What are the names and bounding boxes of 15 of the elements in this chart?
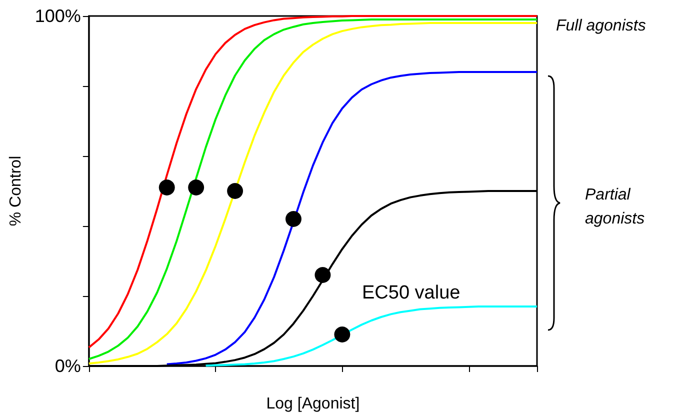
y-axis-title: % Control [8,156,24,226]
point [286,211,302,227]
line-series [204,306,538,367]
point [227,183,244,199]
point [188,180,204,196]
y-tick-label: 0% [54,356,81,376]
point [314,267,331,283]
annotation: EC50 value [362,282,460,304]
x-axis-title: Log [Agonist] [266,396,360,412]
line-series [166,71,538,366]
y-tick-label: 100% [34,6,81,26]
point [158,180,175,196]
text: Partial agonists [585,186,645,228]
point [334,326,350,342]
text: Full agonists [556,18,646,34]
